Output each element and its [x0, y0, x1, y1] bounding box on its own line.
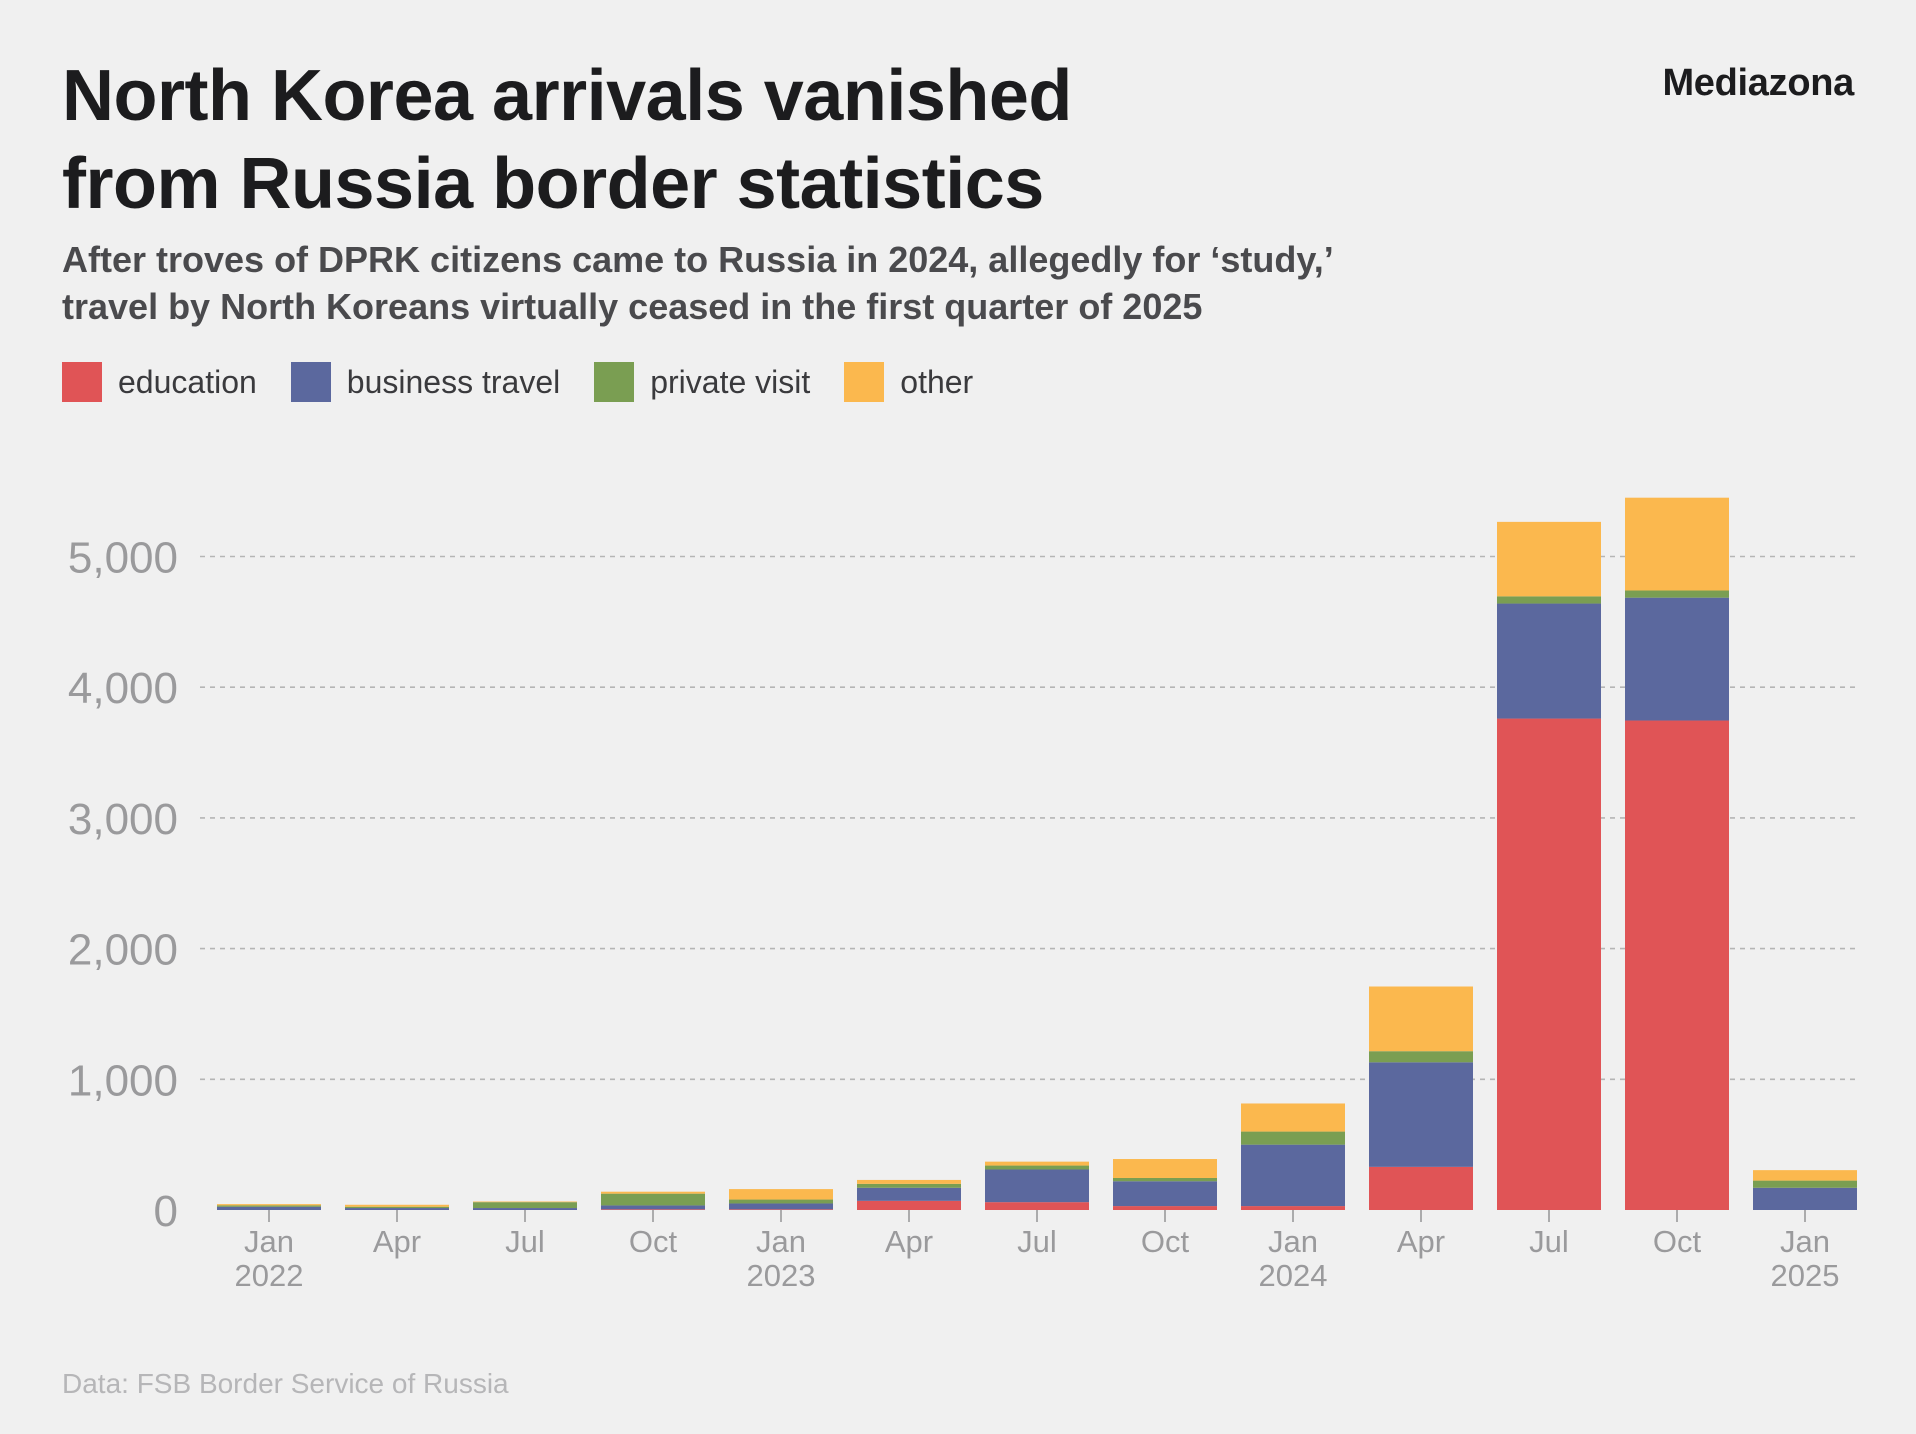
- bar-segment-business-travel: [1753, 1187, 1857, 1210]
- legend-item-education: education: [62, 362, 257, 402]
- bar-segment-education: [1241, 1206, 1345, 1210]
- legend-swatch-private-visit: [594, 362, 635, 402]
- chart-title-line-1: North Korea arrivals vanished: [62, 56, 1072, 136]
- bar-segment-education: [729, 1209, 833, 1210]
- x-tick-label: Jan: [244, 1224, 294, 1259]
- legend-label-private-visit: private visit: [650, 363, 811, 400]
- bar-segment-other: [1241, 1103, 1345, 1132]
- bar-segment-other: [1625, 497, 1729, 591]
- bar-segment-other: [985, 1161, 1089, 1166]
- bar-segment-private-visit: [217, 1205, 321, 1207]
- bar-segment-other: [601, 1191, 705, 1194]
- bar-segment-business-travel: [1113, 1181, 1217, 1207]
- x-tick-label: Apr: [1397, 1224, 1445, 1259]
- bar-segment-other: [729, 1189, 833, 1200]
- bar-segment-other: [857, 1179, 961, 1184]
- legend-label-education: education: [118, 363, 257, 400]
- legend-swatch-business-travel: [290, 362, 331, 402]
- bar-segment-business-travel: [985, 1169, 1089, 1203]
- bar-segment-other: [1369, 986, 1473, 1052]
- x-tick-year-label: 2023: [747, 1258, 816, 1293]
- data-source: Data: FSB Border Service of Russia: [62, 1368, 509, 1399]
- bar-segment-business-travel: [729, 1203, 833, 1210]
- bar-segment-private-visit: [601, 1193, 705, 1206]
- legend-item-other: other: [844, 362, 973, 402]
- chart-subtitle-line-1: After troves of DPRK citizens came to Ru…: [62, 239, 1334, 280]
- y-tick-label: 4,000: [68, 664, 178, 713]
- x-tick-label: Jan: [1780, 1224, 1830, 1259]
- y-tick-label: 0: [154, 1187, 178, 1236]
- bar-segment-private-visit: [729, 1199, 833, 1204]
- chart-legend: education business travel private visit …: [62, 362, 1007, 402]
- bar-segment-business-travel: [1625, 597, 1729, 721]
- bar-segment-other: [1753, 1170, 1857, 1181]
- bar-segment-private-visit: [1625, 590, 1729, 598]
- chart-title: North Korea arrivals vanished from Russi…: [62, 52, 1072, 228]
- bar-segment-other: [1497, 521, 1601, 597]
- legend-swatch-education: [62, 362, 102, 402]
- bar-segment-business-travel: [217, 1206, 321, 1210]
- x-tick-label: Oct: [629, 1224, 678, 1259]
- bar-segment-business-travel: [473, 1208, 577, 1210]
- chart-subtitle: After troves of DPRK citizens came to Ru…: [62, 236, 1334, 330]
- legend-label-business-travel: business travel: [346, 363, 561, 400]
- legend-swatch-other: [844, 362, 885, 402]
- legend-item-private-visit: private visit: [594, 362, 810, 402]
- bar-segment-education: [1497, 718, 1601, 1210]
- bar-segment-other: [217, 1204, 321, 1206]
- y-tick-label: 2,000: [68, 926, 178, 975]
- bar-segment-business-travel: [1369, 1062, 1473, 1167]
- x-tick-label: Jan: [1268, 1224, 1318, 1259]
- y-tick-label: 3,000: [68, 795, 178, 844]
- bar-segment-business-travel: [1241, 1144, 1345, 1207]
- bar-segment-private-visit: [1497, 596, 1601, 604]
- bar-segment-education: [857, 1200, 961, 1210]
- x-tick-year-label: 2022: [235, 1258, 304, 1293]
- x-tick-label: Jul: [505, 1224, 545, 1259]
- bar-segment-education: [1113, 1206, 1217, 1210]
- bar-segment-private-visit: [1753, 1180, 1857, 1188]
- x-tick-label: Jul: [1017, 1224, 1057, 1259]
- bar-segment-business-travel: [345, 1208, 449, 1210]
- bar-segment-private-visit: [345, 1206, 449, 1209]
- bar-segment-private-visit: [1369, 1051, 1473, 1063]
- legend-label-other: other: [900, 363, 974, 400]
- legend-item-business-travel: business travel: [290, 362, 561, 402]
- x-tick-label: Jan: [756, 1224, 806, 1259]
- bar-segment-private-visit: [473, 1202, 577, 1209]
- bar-segment-private-visit: [1241, 1131, 1345, 1145]
- bar-segment-private-visit: [985, 1165, 1089, 1170]
- bar-segment-education: [1369, 1166, 1473, 1210]
- x-tick-label: Oct: [1141, 1224, 1190, 1259]
- x-tick-label: Oct: [1653, 1224, 1702, 1259]
- chart-subtitle-line-2: travel by North Koreans virtually ceased…: [62, 286, 1203, 327]
- bar-segment-private-visit: [857, 1183, 961, 1188]
- x-tick-year-label: 2025: [1771, 1258, 1840, 1293]
- bar-segment-other: [345, 1204, 449, 1207]
- x-tick-year-label: 2024: [1259, 1258, 1328, 1293]
- bar-segment-business-travel: [601, 1205, 705, 1210]
- x-tick-label: Apr: [885, 1224, 933, 1259]
- chart-title-line-2: from Russia border statistics: [62, 144, 1044, 224]
- bar-segment-other: [1113, 1159, 1217, 1178]
- bar-segment-private-visit: [1113, 1177, 1217, 1182]
- bar-segment-other: [473, 1201, 577, 1203]
- x-tick-label: Jul: [1529, 1224, 1569, 1259]
- y-tick-label: 5,000: [68, 534, 178, 583]
- x-tick-label: Apr: [373, 1224, 421, 1259]
- y-tick-label: 1,000: [68, 1056, 178, 1105]
- bar-segment-education: [1625, 720, 1729, 1210]
- bar-segment-education: [985, 1202, 1089, 1210]
- bar-segment-business-travel: [1497, 603, 1601, 719]
- bar-segment-business-travel: [857, 1187, 961, 1201]
- bar-segment-education: [601, 1209, 705, 1210]
- brand-logo: Mediazona: [1662, 62, 1854, 104]
